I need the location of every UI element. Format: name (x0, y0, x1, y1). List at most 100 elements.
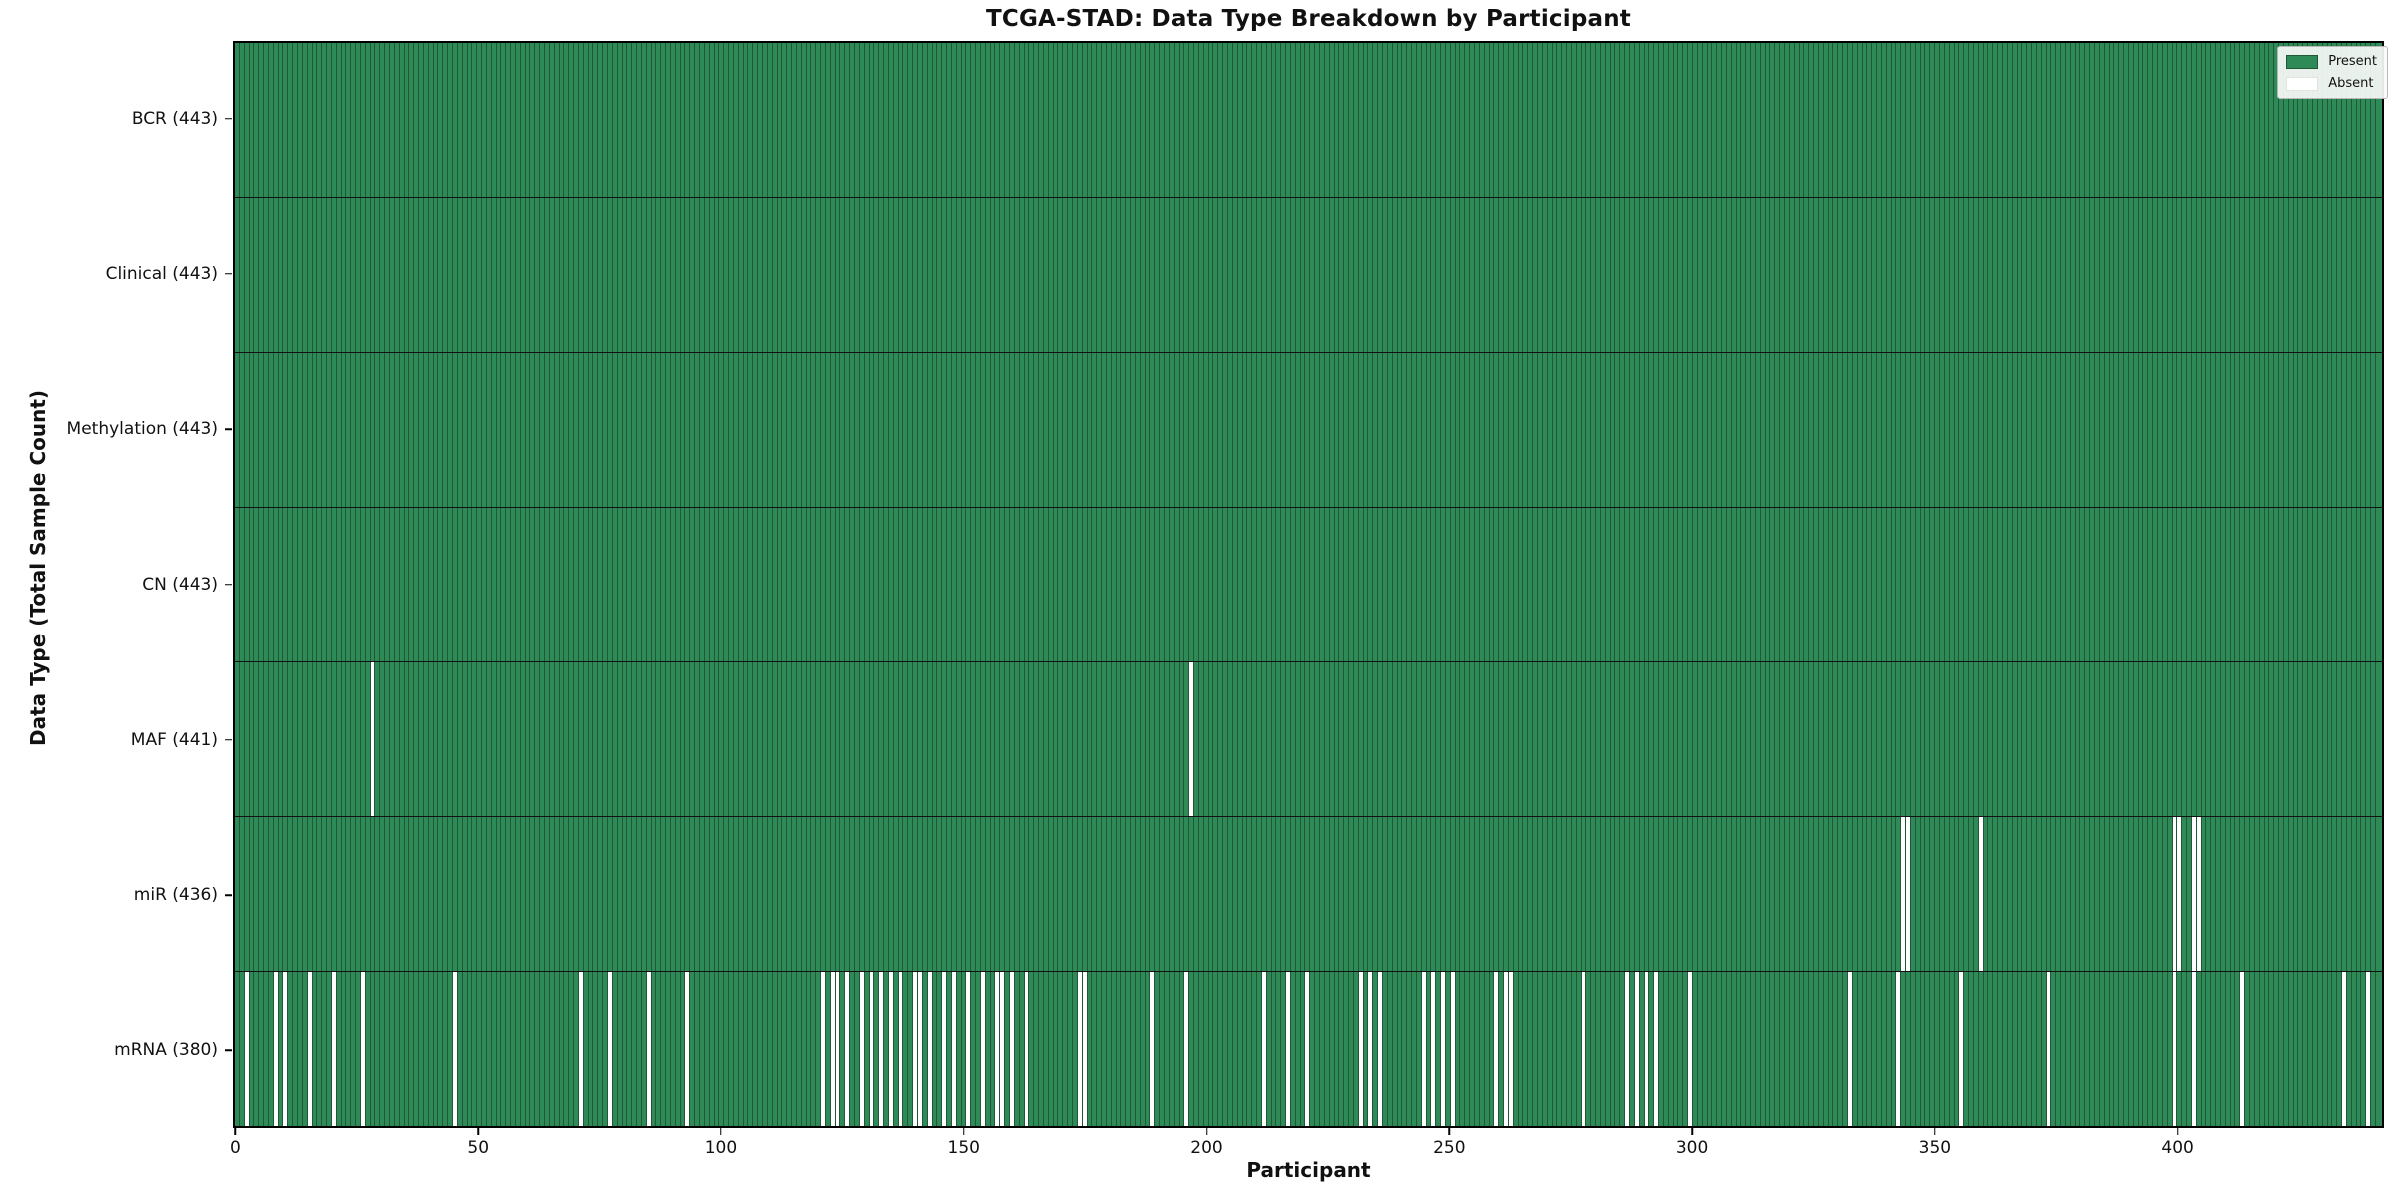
heatmap-cell (1328, 43, 1334, 197)
heatmap-cell (1425, 43, 1431, 197)
heatmap-cell (427, 972, 433, 1127)
heatmap-cell (2341, 972, 2346, 1127)
heatmap-cell (1038, 817, 1043, 972)
heatmap-cell (1246, 43, 1252, 197)
heatmap-cell (1164, 662, 1169, 817)
heatmap-cell (1837, 197, 1843, 352)
heatmap-cell (1735, 352, 1741, 507)
heatmap-cell (679, 972, 685, 1127)
heatmap-cell (2224, 197, 2230, 352)
heatmap-cell (699, 817, 704, 972)
heatmap-cell (2152, 972, 2157, 1127)
heatmap-cell (1934, 662, 1939, 817)
heatmap-cell (500, 352, 506, 507)
heatmap-cell (1808, 972, 1814, 1127)
heatmap-cell (1895, 972, 1901, 1127)
heatmap-cell (456, 352, 462, 507)
heatmap-cell (1149, 507, 1155, 662)
heatmap-cell (1415, 197, 1421, 352)
heatmap-cell (1851, 972, 1857, 1127)
heatmap-cell (1469, 972, 1474, 1127)
heatmap-cell (1929, 352, 1935, 507)
heatmap-cell (1256, 662, 1261, 817)
heatmap-cell (791, 507, 796, 662)
heatmap-cell (2224, 352, 2230, 507)
heatmap-cell (1517, 972, 1523, 1127)
heatmap-cell (1159, 352, 1164, 507)
heatmap-cell (524, 352, 530, 507)
heatmap-cell (689, 817, 695, 972)
heatmap-cell (626, 972, 632, 1127)
heatmap-cell (2108, 972, 2114, 1127)
heatmap-cell (1096, 972, 1102, 1127)
heatmap-cell (2113, 352, 2119, 507)
heatmap-cell (2026, 507, 2032, 662)
heatmap-cell (1222, 43, 1227, 197)
heatmap-cell (674, 197, 680, 352)
heatmap-cell (1226, 817, 1232, 972)
heatmap-cell (1813, 662, 1818, 817)
heatmap-cell (766, 352, 772, 507)
heatmap-cell (1943, 197, 1949, 352)
heatmap-cell (1750, 197, 1755, 352)
heatmap-cell (2127, 817, 2133, 972)
heatmap-cell (519, 352, 525, 507)
heatmap-cell (1285, 972, 1290, 1127)
heatmap-cell (650, 662, 656, 817)
heatmap-cell (1909, 507, 1915, 662)
heatmap-cell (1876, 507, 1881, 662)
heatmap-cell (1711, 662, 1717, 817)
heatmap-cell (708, 662, 714, 817)
heatmap-cell (766, 197, 772, 352)
heatmap-cell (1130, 662, 1135, 817)
heatmap-cell (1454, 662, 1460, 817)
heatmap-cell (979, 43, 985, 197)
heatmap-cell (834, 43, 840, 197)
heatmap-cell (1590, 197, 1596, 352)
heatmap-cell (1992, 662, 1998, 817)
heatmap-cell (1188, 817, 1194, 972)
heatmap-cell (582, 972, 588, 1127)
heatmap-cell (2297, 43, 2303, 197)
heatmap-cell (1890, 352, 1896, 507)
heatmap-cell (2035, 817, 2041, 972)
heatmap-cell (1876, 662, 1881, 817)
heatmap-cell (2035, 352, 2041, 507)
heatmap-cell (1047, 972, 1053, 1127)
heatmap-cell (1813, 352, 1818, 507)
heatmap-cell (2031, 43, 2036, 197)
heatmap-cell (1435, 817, 1441, 972)
heatmap-cell (1958, 197, 1964, 352)
heatmap-cell (2326, 507, 2332, 662)
heatmap-cell (1280, 972, 1286, 1127)
heatmap-cell (902, 662, 908, 817)
heatmap-cell (2089, 972, 2094, 1127)
heatmap-cell (1260, 197, 1266, 352)
heatmap-cell (1745, 507, 1751, 662)
heatmap-cell (873, 43, 879, 197)
heatmap-cell (665, 507, 670, 662)
heatmap-cell (829, 43, 835, 197)
heatmap-cell (1754, 507, 1760, 662)
heatmap-cell (2064, 662, 2070, 817)
heatmap-cell (771, 662, 777, 817)
heatmap-cell (1633, 43, 1639, 197)
heatmap-cell (1062, 197, 1068, 352)
heatmap-cell (1076, 972, 1082, 1127)
heatmap-cell (2219, 817, 2225, 972)
heatmap-cell (1086, 352, 1092, 507)
heatmap-cell (1948, 817, 1954, 972)
heatmap-cell (2171, 972, 2177, 1127)
heatmap-cell (1381, 43, 1387, 197)
heatmap-cell (359, 352, 365, 507)
heatmap-cell (815, 43, 821, 197)
heatmap-cell (1696, 43, 1702, 197)
heatmap-cell (1982, 507, 1988, 662)
heatmap-cell (1856, 43, 1862, 197)
heatmap-cell (713, 817, 719, 972)
heatmap-cell (1260, 817, 1266, 972)
heatmap-cell (1721, 972, 1726, 1127)
heatmap-cell (1561, 352, 1567, 507)
heatmap-cell (461, 817, 467, 972)
heatmap-cell (1067, 662, 1072, 817)
